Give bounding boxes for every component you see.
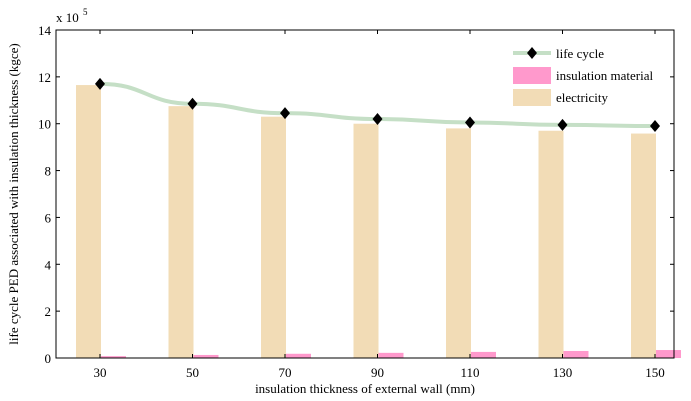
point-life-cycle xyxy=(372,113,383,126)
point-life-cycle xyxy=(187,97,198,110)
x-tick-label: 90 xyxy=(371,365,384,380)
x-tick-label: 130 xyxy=(553,365,573,380)
plot-frame xyxy=(55,29,675,359)
bar-electricity xyxy=(261,116,286,358)
x-tick-label: 150 xyxy=(645,365,665,380)
bar-insulation-material xyxy=(193,354,219,358)
y-axis-label: life cycle PED associated with insulatio… xyxy=(6,43,21,344)
y-tick-label: 12 xyxy=(38,70,51,85)
y-tick-label: 4 xyxy=(45,257,52,272)
bar-electricity xyxy=(538,130,564,358)
legend-label-life-cycle: life cycle xyxy=(556,46,604,61)
bar-insulation-material xyxy=(563,350,589,358)
point-life-cycle xyxy=(280,107,290,120)
bar-electricity xyxy=(631,133,656,358)
legend-swatch-insulation-material xyxy=(513,67,551,84)
x-tick-label: 30 xyxy=(94,365,107,380)
bar-insulation-material xyxy=(471,351,496,358)
legend-marker-life-cycle xyxy=(527,47,537,59)
legend: life cycle insulation material electricity xyxy=(513,46,654,106)
y-tick-label: 2 xyxy=(45,304,52,319)
y-tick-label: 10 xyxy=(38,117,51,132)
point-life-cycle xyxy=(95,77,105,90)
y-multiplier-exponent: 5 xyxy=(83,7,88,17)
legend-label-electricity: electricity xyxy=(556,90,608,105)
x-tick-label: 110 xyxy=(460,365,479,380)
point-life-cycle xyxy=(465,116,475,129)
bar-electricity xyxy=(446,128,471,358)
bar-insulation-material xyxy=(656,350,681,358)
y-tick-label: 6 xyxy=(45,210,52,225)
bar-insulation-material xyxy=(101,356,126,358)
bar-insulation-material xyxy=(378,352,404,358)
bar-insulation-material xyxy=(286,353,311,358)
y-tick-label: 0 xyxy=(45,351,52,366)
bar-electricity xyxy=(168,106,194,359)
point-life-cycle xyxy=(650,120,660,133)
y-multiplier-base: x 10 xyxy=(56,10,79,25)
y-tick-label: 14 xyxy=(38,23,52,38)
legend-label-insulation-material: insulation material xyxy=(556,68,654,83)
x-axis-label: insulation thickness of external wall (m… xyxy=(255,381,475,396)
point-life-cycle xyxy=(557,118,568,131)
y-tick-label: 8 xyxy=(45,164,52,179)
bar-electricity xyxy=(353,123,379,358)
x-tick-label: 50 xyxy=(186,365,199,380)
legend-swatch-electricity xyxy=(513,89,551,106)
bar-electricity xyxy=(76,85,101,359)
x-tick-label: 70 xyxy=(279,365,292,380)
